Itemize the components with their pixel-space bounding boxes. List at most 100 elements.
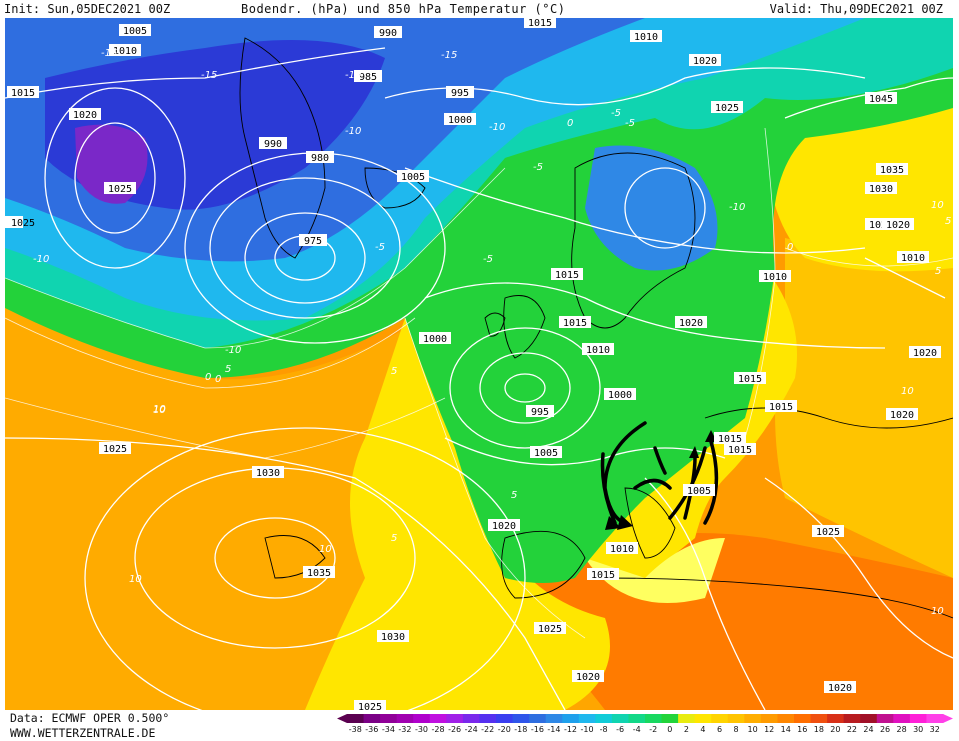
pressure-label: 1045 xyxy=(869,94,893,105)
pressure-label: 1015 xyxy=(769,402,793,413)
temperature-label: 5 xyxy=(391,366,397,377)
isotherms xyxy=(5,127,953,639)
arrow-4 xyxy=(653,446,667,475)
colorbar-swatch xyxy=(711,714,729,723)
pressure-label: 1025 xyxy=(538,624,562,635)
colorbar-swatch xyxy=(512,714,530,723)
colorbar-tick-label: -38 xyxy=(349,725,362,734)
arrow-3 xyxy=(633,478,672,490)
colorbar-left-arrow xyxy=(337,714,347,723)
temperature-label: -5 xyxy=(611,108,621,119)
pressure-label: 1005 xyxy=(687,486,711,497)
colorbar-swatch xyxy=(645,714,663,723)
temperature-label: -10 xyxy=(345,70,361,81)
temperature-label: -10 xyxy=(225,345,241,356)
colorbar-tick-label: -18 xyxy=(514,725,527,734)
temperature-label: 10 xyxy=(901,386,914,397)
scandinavia-outline xyxy=(571,152,696,329)
pressure-label: 1025 xyxy=(103,444,127,455)
pressure-label: 1020 xyxy=(828,683,852,694)
pressure-label: 1015 xyxy=(718,434,742,445)
temperature-label: -5 xyxy=(533,162,543,173)
colorbar-tick-label: -36 xyxy=(365,725,378,734)
arrow-6 xyxy=(703,436,719,525)
temperature-field-yellow-west xyxy=(305,318,610,710)
temperature-label: 10 xyxy=(931,606,944,617)
britain-outline xyxy=(503,295,546,359)
temperature-label: -10 xyxy=(33,254,49,265)
pressure-label: 1030 xyxy=(256,468,280,479)
pressure-label: 1015 xyxy=(591,570,615,581)
temperature-label: 10 xyxy=(153,405,166,416)
colorbar-swatch xyxy=(363,714,381,723)
pressure-label: 1010 xyxy=(113,46,137,57)
pressure-label: 1015 xyxy=(528,18,552,29)
pressure-label: 990 xyxy=(264,139,282,150)
temperature-label: 0 xyxy=(205,372,211,383)
colorbar-swatch xyxy=(595,714,613,723)
pressure-label: 1025 xyxy=(108,184,132,195)
pressure-label: 1010 xyxy=(586,345,610,356)
pressure-label: 1020 xyxy=(576,672,600,683)
colorbar-swatch xyxy=(496,714,514,723)
pressure-label: 1020 xyxy=(679,318,703,329)
iberia-outline xyxy=(501,530,586,599)
pressure-label: 1010 xyxy=(610,544,634,555)
colorbar-tick-label: -8 xyxy=(600,725,608,734)
colorbar-tick-label: -26 xyxy=(448,725,461,734)
colorbar-swatch xyxy=(578,714,596,723)
pressure-label: 1000 xyxy=(608,390,632,401)
colorbar-tick-label: 12 xyxy=(764,725,774,734)
colorbar-tick-label: -32 xyxy=(398,725,411,734)
temperature-label: 0 xyxy=(567,118,573,129)
temperature-label: -10 xyxy=(345,126,361,137)
pressure-label: 1020 xyxy=(886,220,910,231)
isobar-1000 xyxy=(479,352,571,424)
pressure-label: 980 xyxy=(311,153,329,164)
colorbar-tick-label: 24 xyxy=(863,725,873,734)
colorbar-tick-label: -4 xyxy=(633,725,641,734)
temperature-label: -10 xyxy=(729,202,745,213)
temperature-label: -5 xyxy=(483,254,493,265)
colorbar-swatch xyxy=(545,714,563,723)
colorbar-swatch xyxy=(628,714,646,723)
pressure-label: 1030 xyxy=(869,184,893,195)
colorbar-swatch xyxy=(347,714,365,723)
pressure-label: 975 xyxy=(304,236,322,247)
colorbar-tick-label: 28 xyxy=(897,725,907,734)
colorbar-tick-label: -10 xyxy=(581,725,594,734)
pressure-label: 1025 xyxy=(11,218,35,229)
colorbar: -38 -36 -34 -32 -30 -28 -26 -24 -22 -20 -18 -16 -14-… xyxy=(337,714,953,734)
pressure-label: 1020 xyxy=(913,348,937,359)
init-time: Init: Sun,05DEC2021 00Z xyxy=(4,2,171,16)
pressure-label: 1015 xyxy=(563,318,587,329)
colorbar-swatch xyxy=(909,714,927,723)
arrow-2 xyxy=(600,452,617,525)
pressure-label: 1015 xyxy=(555,270,579,281)
ireland-outline xyxy=(484,312,506,337)
temperature-label: -15 xyxy=(101,48,117,59)
temperature-label: 10 xyxy=(319,544,332,555)
temperature-label: -15 xyxy=(201,70,217,81)
pressure-label: 1005 xyxy=(123,26,147,37)
isobars xyxy=(5,47,953,710)
pressure-label: 1035 xyxy=(880,165,904,176)
colorbar-swatch xyxy=(661,714,679,723)
colorbar-swatch xyxy=(794,714,812,723)
isobar-980 xyxy=(244,212,366,304)
colorbar-swatch xyxy=(396,714,414,723)
colorbar-tick-label: -20 xyxy=(498,725,511,734)
colorbar-swatch xyxy=(876,714,894,723)
colorbar-swatch xyxy=(810,714,828,723)
colorbar-tick-label: 18 xyxy=(814,725,824,734)
colorbar-right-arrow xyxy=(943,714,953,723)
colorbar-tick-label: -6 xyxy=(616,725,624,734)
chart-title: Bodendr. (hPa) und 850 hPa Temperatur (°… xyxy=(241,2,566,16)
website-url: WWW.WETTERZENTRALE.DE xyxy=(10,726,156,740)
pressure-label: 1020 xyxy=(73,110,97,121)
colorbar-tick-label: 2 xyxy=(684,725,689,734)
pressure-labels: 1005 1010 1015 1020 1025 990 985 980 990… xyxy=(5,18,941,710)
colorbar-tick-label: -16 xyxy=(531,725,544,734)
temperature-label: -15 xyxy=(441,50,457,61)
azores-outline xyxy=(264,535,326,579)
